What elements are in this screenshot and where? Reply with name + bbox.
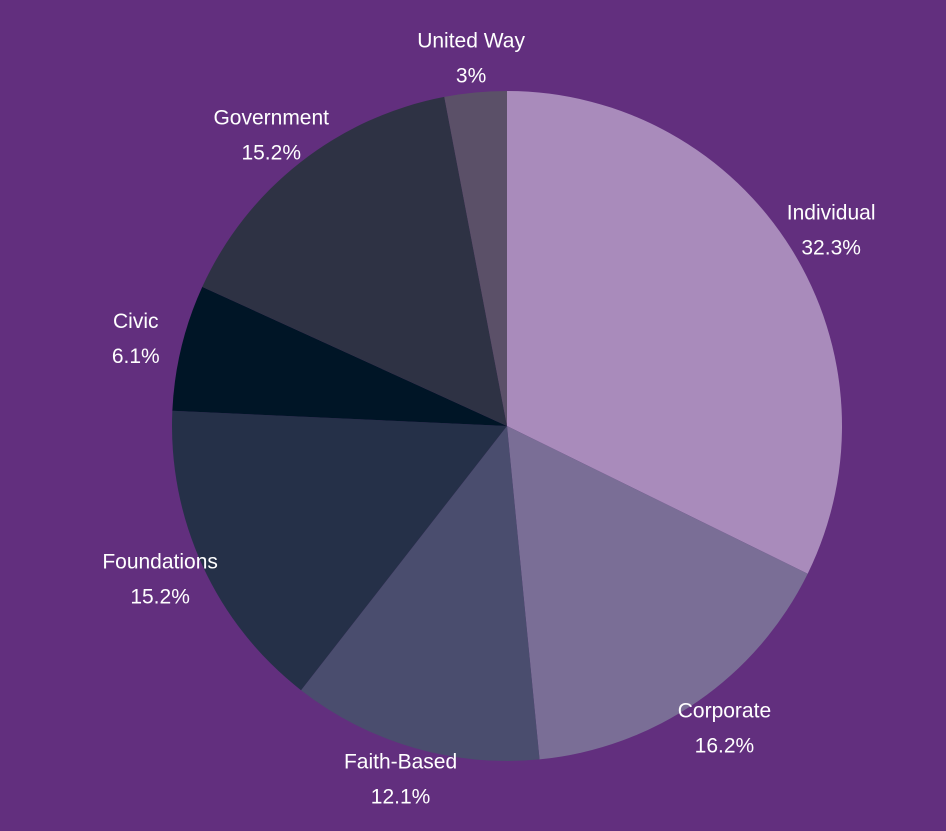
- pie-slice: [171, 410, 507, 691]
- slice-label: Corporate: [678, 699, 771, 722]
- slice-value-label: 32.3%: [801, 237, 861, 260]
- slice-value-label: 6.1%: [112, 345, 160, 368]
- slice-label: Government: [213, 107, 329, 130]
- pie-slice: [507, 91, 843, 574]
- slice-label: Individual: [787, 202, 876, 225]
- slice-label: United Way: [417, 30, 525, 53]
- pie-slice: [507, 426, 808, 760]
- pie-slice: [444, 91, 507, 426]
- slice-value-label: 16.2%: [695, 734, 755, 757]
- slice-value-label: 3%: [456, 65, 486, 88]
- slice-label: Civic: [113, 310, 159, 333]
- slice-value-label: 15.2%: [241, 142, 301, 165]
- pie-slice: [202, 96, 507, 426]
- pie-slice: [301, 426, 540, 761]
- slice-label: Foundations: [102, 551, 218, 574]
- slice-value-label: 12.1%: [371, 785, 431, 808]
- slice-label: Faith-Based: [344, 750, 457, 773]
- slice-value-label: 15.2%: [130, 586, 190, 609]
- pie-slice: [172, 286, 508, 426]
